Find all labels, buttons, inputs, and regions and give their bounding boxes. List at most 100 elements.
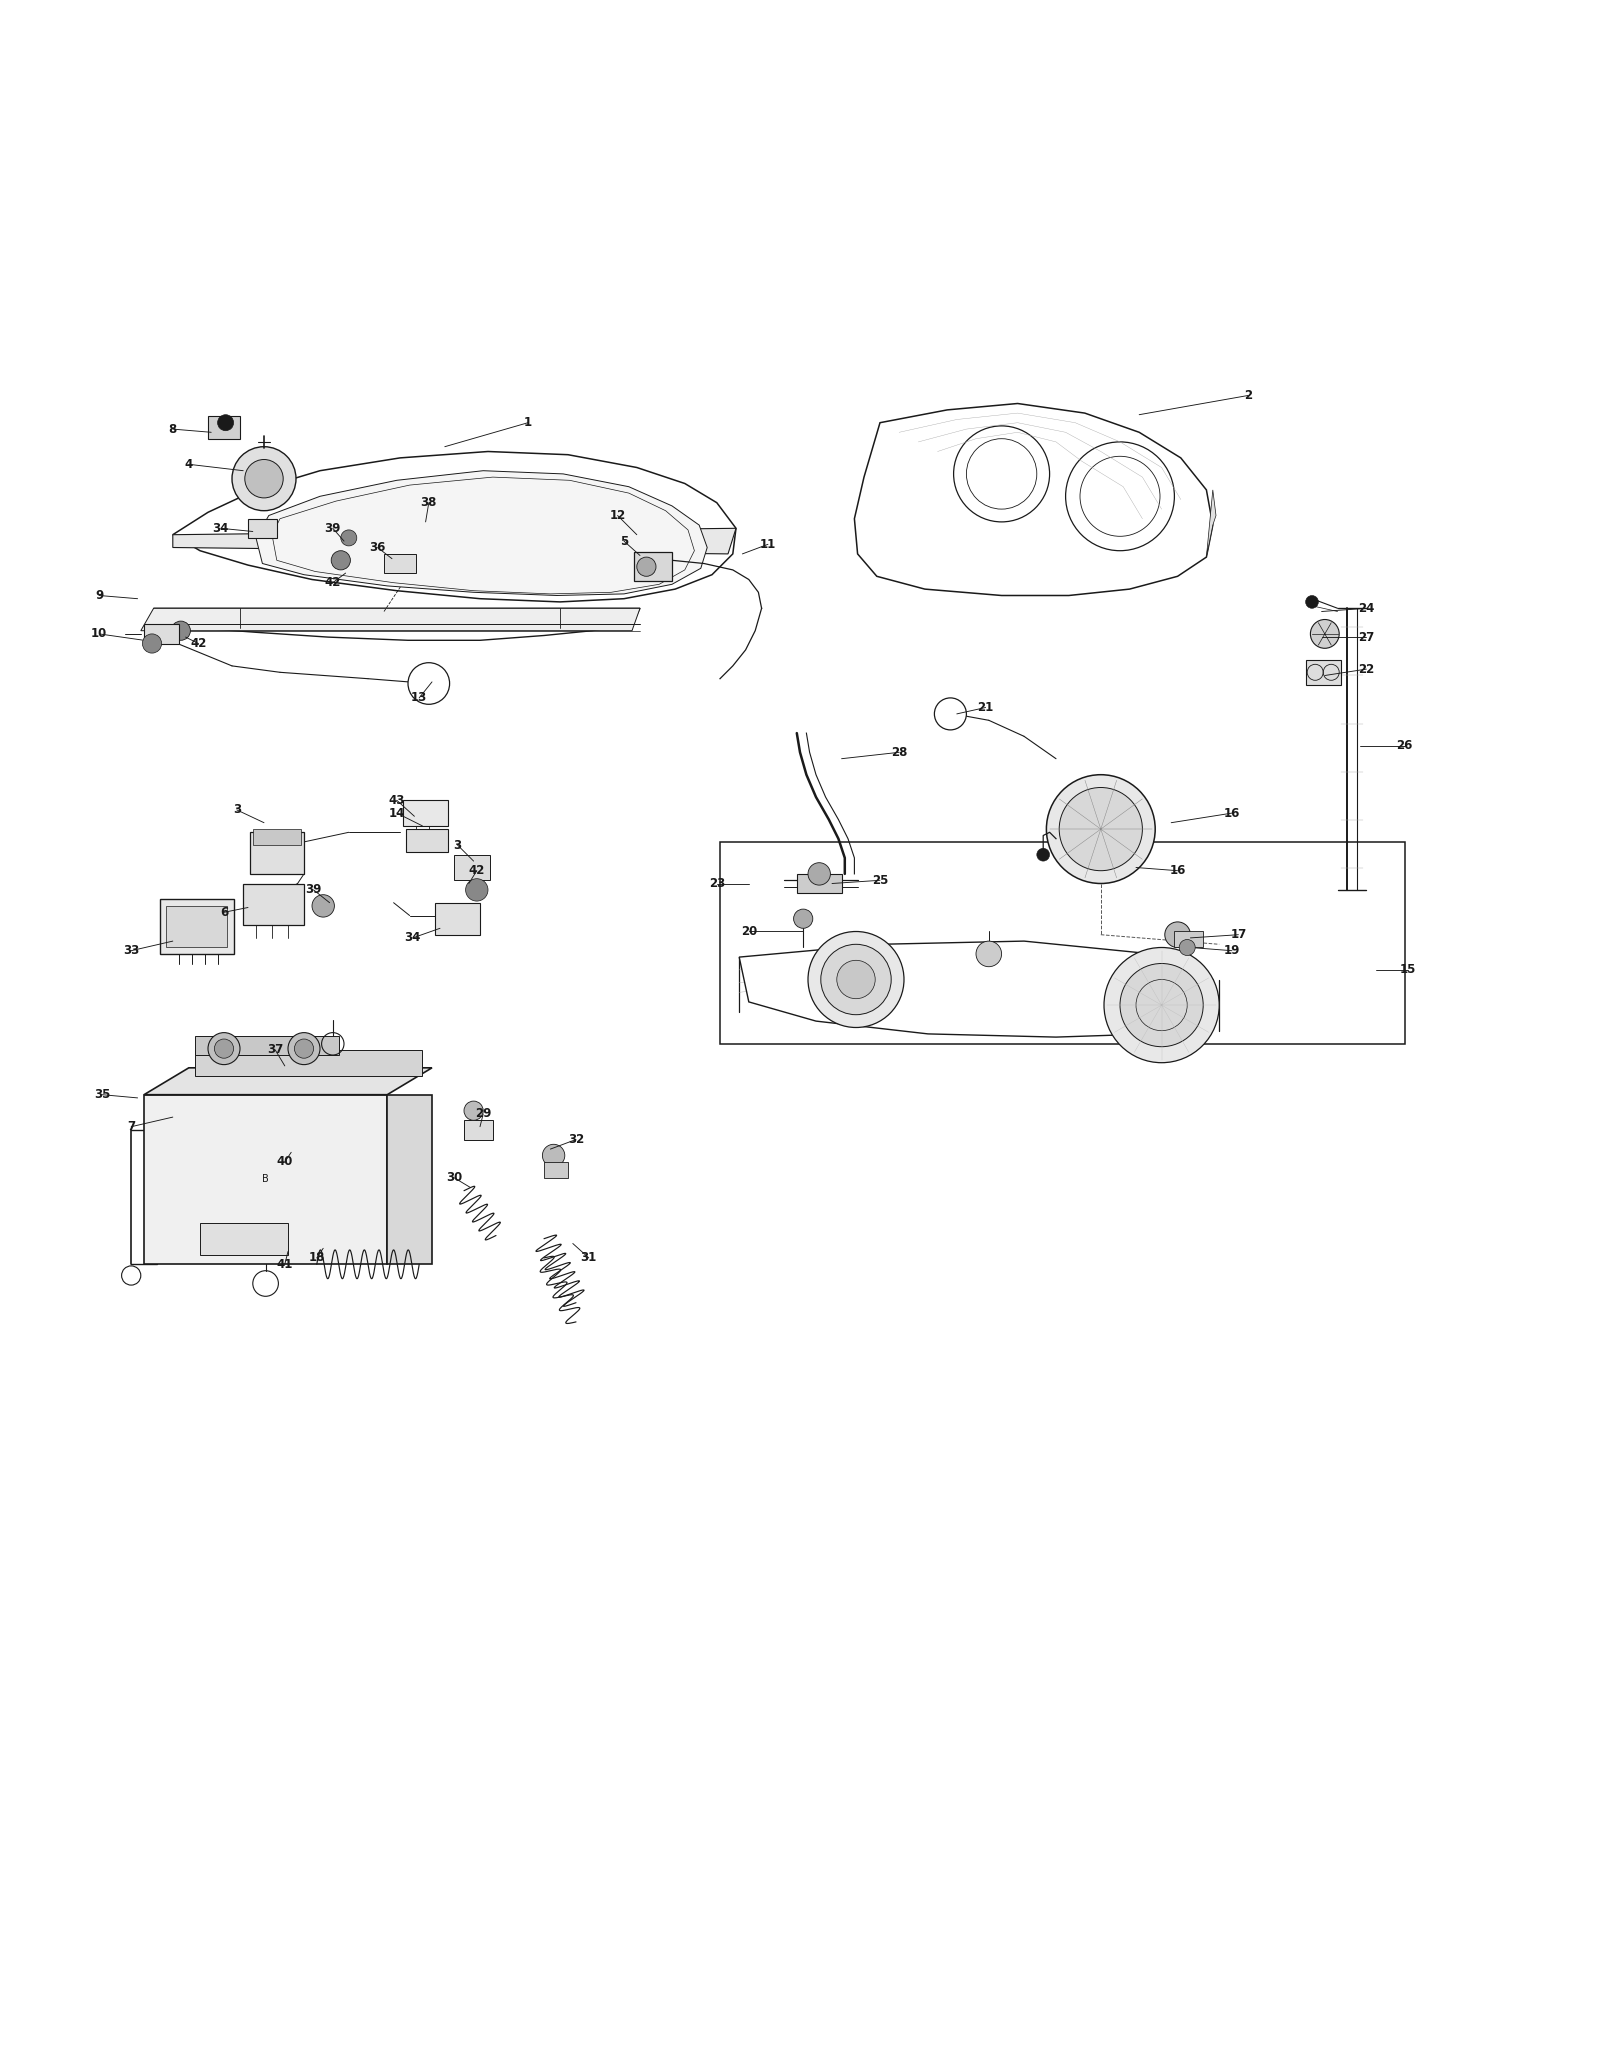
- Circle shape: [821, 945, 891, 1015]
- FancyBboxPatch shape: [435, 902, 480, 935]
- Circle shape: [464, 1101, 483, 1120]
- Polygon shape: [1206, 489, 1216, 557]
- Text: 20: 20: [741, 925, 757, 937]
- Text: 27: 27: [1358, 631, 1374, 643]
- Circle shape: [1037, 849, 1050, 861]
- Circle shape: [1104, 947, 1219, 1062]
- Text: B: B: [262, 1175, 269, 1184]
- Circle shape: [218, 415, 234, 432]
- Text: 3: 3: [453, 838, 462, 851]
- FancyBboxPatch shape: [160, 900, 234, 954]
- Circle shape: [1120, 964, 1203, 1046]
- Text: 37: 37: [267, 1044, 283, 1056]
- Text: 29: 29: [475, 1108, 491, 1120]
- Circle shape: [1059, 787, 1142, 871]
- Circle shape: [808, 931, 904, 1028]
- FancyBboxPatch shape: [403, 799, 448, 826]
- Text: 14: 14: [389, 808, 405, 820]
- Circle shape: [288, 1032, 320, 1064]
- Text: 16: 16: [1170, 865, 1186, 877]
- Circle shape: [1046, 775, 1155, 884]
- Circle shape: [171, 621, 190, 641]
- FancyBboxPatch shape: [195, 1036, 339, 1054]
- Text: 12: 12: [610, 510, 626, 522]
- Text: 23: 23: [709, 877, 725, 890]
- Text: 19: 19: [1224, 943, 1240, 958]
- Text: 26: 26: [1397, 740, 1413, 752]
- Text: 40: 40: [277, 1155, 293, 1169]
- Text: 32: 32: [568, 1132, 584, 1147]
- Polygon shape: [173, 528, 736, 555]
- FancyBboxPatch shape: [464, 1120, 493, 1141]
- Text: 18: 18: [309, 1251, 325, 1264]
- Circle shape: [934, 699, 966, 730]
- Circle shape: [331, 551, 350, 569]
- Polygon shape: [144, 1095, 387, 1264]
- Text: 42: 42: [190, 637, 206, 649]
- Polygon shape: [256, 471, 707, 596]
- Text: 17: 17: [1230, 929, 1246, 941]
- FancyBboxPatch shape: [166, 906, 227, 947]
- Text: 30: 30: [446, 1171, 462, 1184]
- Circle shape: [232, 446, 296, 512]
- Text: 34: 34: [405, 931, 421, 945]
- Circle shape: [208, 1032, 240, 1064]
- Polygon shape: [173, 452, 736, 602]
- Circle shape: [976, 941, 1002, 966]
- Text: 33: 33: [123, 943, 139, 958]
- FancyBboxPatch shape: [250, 832, 304, 873]
- Text: 25: 25: [872, 873, 888, 888]
- Text: 5: 5: [619, 534, 629, 547]
- Text: 42: 42: [469, 865, 485, 877]
- Polygon shape: [144, 1069, 432, 1095]
- Circle shape: [466, 880, 488, 900]
- Text: 2: 2: [1243, 388, 1253, 403]
- Text: 38: 38: [421, 495, 437, 510]
- Text: 34: 34: [213, 522, 229, 534]
- FancyBboxPatch shape: [208, 417, 240, 438]
- Text: 21: 21: [978, 701, 994, 713]
- Circle shape: [1306, 596, 1318, 608]
- Text: 35: 35: [94, 1089, 110, 1101]
- Circle shape: [341, 530, 357, 547]
- Circle shape: [408, 662, 450, 705]
- Circle shape: [1165, 923, 1190, 947]
- Circle shape: [245, 460, 283, 497]
- Text: 39: 39: [325, 522, 341, 534]
- Circle shape: [637, 557, 656, 575]
- Text: 15: 15: [1400, 964, 1416, 976]
- FancyBboxPatch shape: [634, 553, 672, 582]
- Polygon shape: [154, 608, 640, 641]
- Circle shape: [214, 1040, 234, 1058]
- Circle shape: [312, 894, 334, 917]
- Text: 43: 43: [389, 793, 405, 808]
- Text: 39: 39: [306, 884, 322, 896]
- Text: 1: 1: [523, 417, 533, 429]
- Circle shape: [1310, 619, 1339, 647]
- Circle shape: [542, 1145, 565, 1167]
- FancyBboxPatch shape: [544, 1161, 568, 1178]
- Text: 16: 16: [1224, 808, 1240, 820]
- Text: 11: 11: [760, 538, 776, 551]
- FancyBboxPatch shape: [406, 828, 448, 851]
- Circle shape: [142, 633, 162, 653]
- Polygon shape: [387, 1095, 432, 1264]
- FancyBboxPatch shape: [248, 518, 277, 538]
- Text: 3: 3: [232, 804, 242, 816]
- Text: 36: 36: [370, 540, 386, 555]
- Text: 4: 4: [184, 458, 194, 471]
- Circle shape: [1179, 939, 1195, 956]
- Text: 6: 6: [219, 906, 229, 919]
- FancyBboxPatch shape: [243, 884, 304, 925]
- FancyBboxPatch shape: [1174, 931, 1203, 947]
- Text: 10: 10: [91, 627, 107, 641]
- Circle shape: [837, 960, 875, 999]
- Circle shape: [794, 908, 813, 929]
- Text: 7: 7: [126, 1120, 136, 1132]
- Text: 9: 9: [94, 590, 104, 602]
- Text: 31: 31: [581, 1251, 597, 1264]
- FancyBboxPatch shape: [144, 625, 179, 643]
- FancyBboxPatch shape: [384, 555, 416, 573]
- FancyBboxPatch shape: [195, 1050, 422, 1077]
- Circle shape: [294, 1040, 314, 1058]
